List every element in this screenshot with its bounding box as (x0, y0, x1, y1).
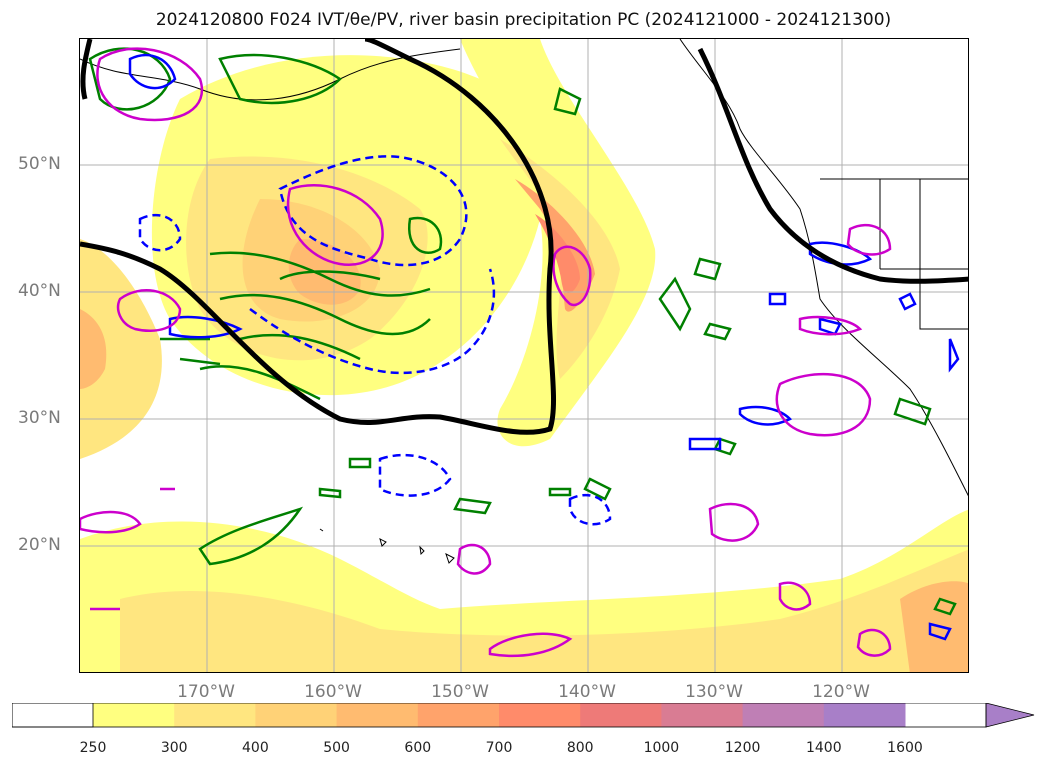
lon-label-140w: 140°W (558, 682, 616, 702)
lat-label-50n: 50°N (18, 154, 61, 174)
contour-magenta (80, 47, 892, 658)
colorbar-swatch (174, 703, 256, 727)
colorbar-swatch (823, 703, 906, 727)
thick-black-contour (80, 39, 968, 435)
colorbar-swatch (93, 703, 175, 727)
colorbar (12, 703, 1035, 728)
colorbar-tick-label: 600 (404, 740, 432, 756)
colorbar-tick-label: 300 (160, 740, 188, 756)
lat-label-20n: 20°N (18, 535, 61, 555)
colorbar-tick-label: 250 (79, 740, 107, 756)
lon-label-170w: 170°W (177, 682, 235, 702)
map-plot (80, 39, 968, 672)
colorbar-swatch (742, 703, 825, 727)
colorbar-tick-label: 400 (242, 740, 269, 756)
colorbar-tick-label: 800 (566, 740, 594, 756)
contour-green (88, 47, 957, 616)
lon-label-150w: 150°W (431, 682, 489, 702)
lon-label-120w: 120°W (812, 682, 870, 702)
colorbar-extend-arrow (985, 703, 1035, 728)
colorbar-white-swatch (12, 703, 94, 728)
colorbar-swatch (661, 703, 744, 727)
colorbar-tick-label: 1000 (643, 740, 680, 756)
colorbar-swatch (499, 703, 581, 727)
lon-label-160w: 160°W (304, 682, 362, 702)
figure-title: 2024120800 F024 IVT/θe/PV, river basin p… (155, 10, 892, 30)
lat-label-30n: 30°N (18, 408, 61, 428)
colorbar-tick-label: 500 (323, 740, 350, 756)
colorbar-swatch (580, 703, 662, 727)
colorbar-tick-label: 1600 (887, 740, 923, 756)
colorbar-swatches (93, 703, 906, 727)
map-panel (79, 38, 969, 673)
colorbar-tick-label: 1400 (805, 740, 842, 756)
colorbar-outline (12, 703, 987, 728)
lon-label-130w: 130°W (685, 682, 743, 702)
colorbar-swatch (255, 703, 338, 727)
contour-blue (128, 53, 960, 641)
colorbar-tick-label: 1200 (724, 740, 761, 756)
colorbar-swatch (336, 703, 419, 727)
ivt-shading (80, 39, 968, 672)
lat-label-40n: 40°N (18, 281, 61, 301)
colorbar-tick-label: 700 (485, 740, 513, 756)
colorbar-swatch (417, 703, 500, 727)
